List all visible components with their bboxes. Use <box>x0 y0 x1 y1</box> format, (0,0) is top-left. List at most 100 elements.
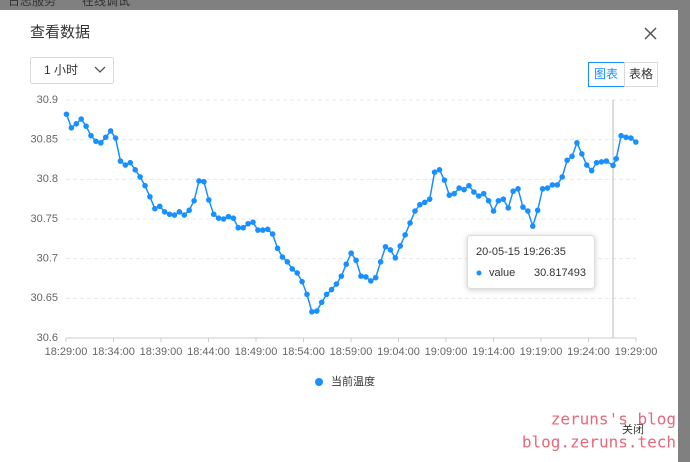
data-point <box>363 274 369 280</box>
data-point <box>152 205 158 212</box>
data-point <box>181 212 188 218</box>
y-tick-label: 30.9 <box>37 94 58 106</box>
data-point <box>593 159 600 166</box>
data-point <box>186 207 192 214</box>
y-tick-label: 30.65 <box>30 292 58 304</box>
y-tick-label: 30.75 <box>30 213 58 225</box>
data-point <box>102 134 109 141</box>
select-arrow <box>94 66 106 73</box>
data-point <box>240 224 246 231</box>
legend-label: 当前温度 <box>331 374 375 388</box>
data-point <box>485 197 492 204</box>
data-point <box>539 186 546 192</box>
data-point <box>73 121 80 127</box>
data-point <box>206 197 212 203</box>
data-point <box>382 243 389 250</box>
data-point <box>274 245 281 252</box>
data-point <box>333 281 340 287</box>
data-point <box>480 190 487 197</box>
data-point <box>387 247 394 253</box>
data-point <box>475 193 482 199</box>
data-point <box>495 197 502 204</box>
close-icon[interactable] <box>644 27 657 40</box>
data-point <box>628 135 634 141</box>
data-point <box>176 209 183 215</box>
tooltip-label: value <box>489 267 515 279</box>
x-tick-label: 19:04:00 <box>377 346 420 358</box>
data-point <box>392 255 399 261</box>
x-tick-label: 18:44:00 <box>187 346 230 358</box>
data-point <box>299 278 305 285</box>
data-point <box>343 261 350 268</box>
data-point <box>309 309 315 315</box>
x-tick-label: 18:49:00 <box>235 346 278 358</box>
data-point <box>284 259 291 265</box>
data-point <box>559 174 566 180</box>
data-point <box>441 177 448 183</box>
y-tick-label: 30.7 <box>37 253 58 265</box>
data-point <box>574 140 580 146</box>
data-point <box>436 167 443 173</box>
data-point <box>412 208 418 214</box>
data-point <box>500 196 507 202</box>
tooltip-value: 30.817493 <box>534 267 586 279</box>
watermark: blog.zeruns.tech <box>522 433 676 452</box>
data-point <box>225 213 232 220</box>
data-point <box>564 157 570 164</box>
data-point <box>328 286 335 293</box>
data-point <box>255 227 261 233</box>
data-point <box>171 212 178 218</box>
data-point <box>78 116 84 122</box>
x-tick-label: 19:14:00 <box>472 346 515 358</box>
x-tick-label: 18:34:00 <box>92 346 135 358</box>
data-point <box>520 204 526 210</box>
data-point <box>235 224 242 231</box>
y-tick-label: 30.85 <box>30 134 58 146</box>
tooltip <box>467 235 595 289</box>
data-point <box>534 207 541 214</box>
data-point <box>372 274 379 281</box>
data-point <box>451 190 458 197</box>
legend-marker <box>315 378 323 386</box>
data-point <box>88 132 94 139</box>
data-point <box>618 132 624 139</box>
data-point <box>250 219 256 225</box>
data-point <box>210 211 217 218</box>
data-point <box>505 205 512 211</box>
data-point <box>215 215 222 222</box>
data-point <box>456 185 462 191</box>
data-point <box>127 159 134 166</box>
data-point <box>471 189 477 195</box>
data-point <box>613 155 620 162</box>
data-point <box>569 153 575 160</box>
data-point <box>289 266 296 272</box>
x-tick-label: 18:29:00 <box>45 346 88 358</box>
data-point <box>417 201 423 208</box>
data-point <box>549 182 556 188</box>
table-view-button[interactable] <box>624 62 658 87</box>
data-point <box>529 223 536 229</box>
chart-view-button[interactable] <box>588 62 625 87</box>
y-tick-label: 30.6 <box>37 332 58 344</box>
data-point <box>107 128 114 134</box>
data-point <box>583 162 590 168</box>
watermark: zeruns's blog <box>551 410 676 429</box>
data-point <box>304 291 310 298</box>
x-tick-label: 19:09:00 <box>425 346 468 358</box>
x-tick-label: 19:24:00 <box>567 346 610 358</box>
data-point <box>245 220 251 227</box>
data-point <box>421 199 428 206</box>
chart: 30.6 30.65 30.7 30.75 30.8 30.85 30.9 18:29:00 1… <box>30 94 657 388</box>
tooltip-title: 20-05-15 19:26:35 <box>476 246 566 258</box>
data-point <box>426 196 433 202</box>
close-button[interactable]: 关闭 <box>622 422 644 436</box>
y-tick-label: 30.8 <box>37 173 58 185</box>
tooltip-marker <box>476 270 482 276</box>
data-point <box>279 254 286 260</box>
data-point <box>112 135 119 141</box>
data-point <box>323 291 330 298</box>
data-point <box>132 167 138 173</box>
data-point <box>466 182 472 189</box>
range-select[interactable] <box>30 57 114 84</box>
